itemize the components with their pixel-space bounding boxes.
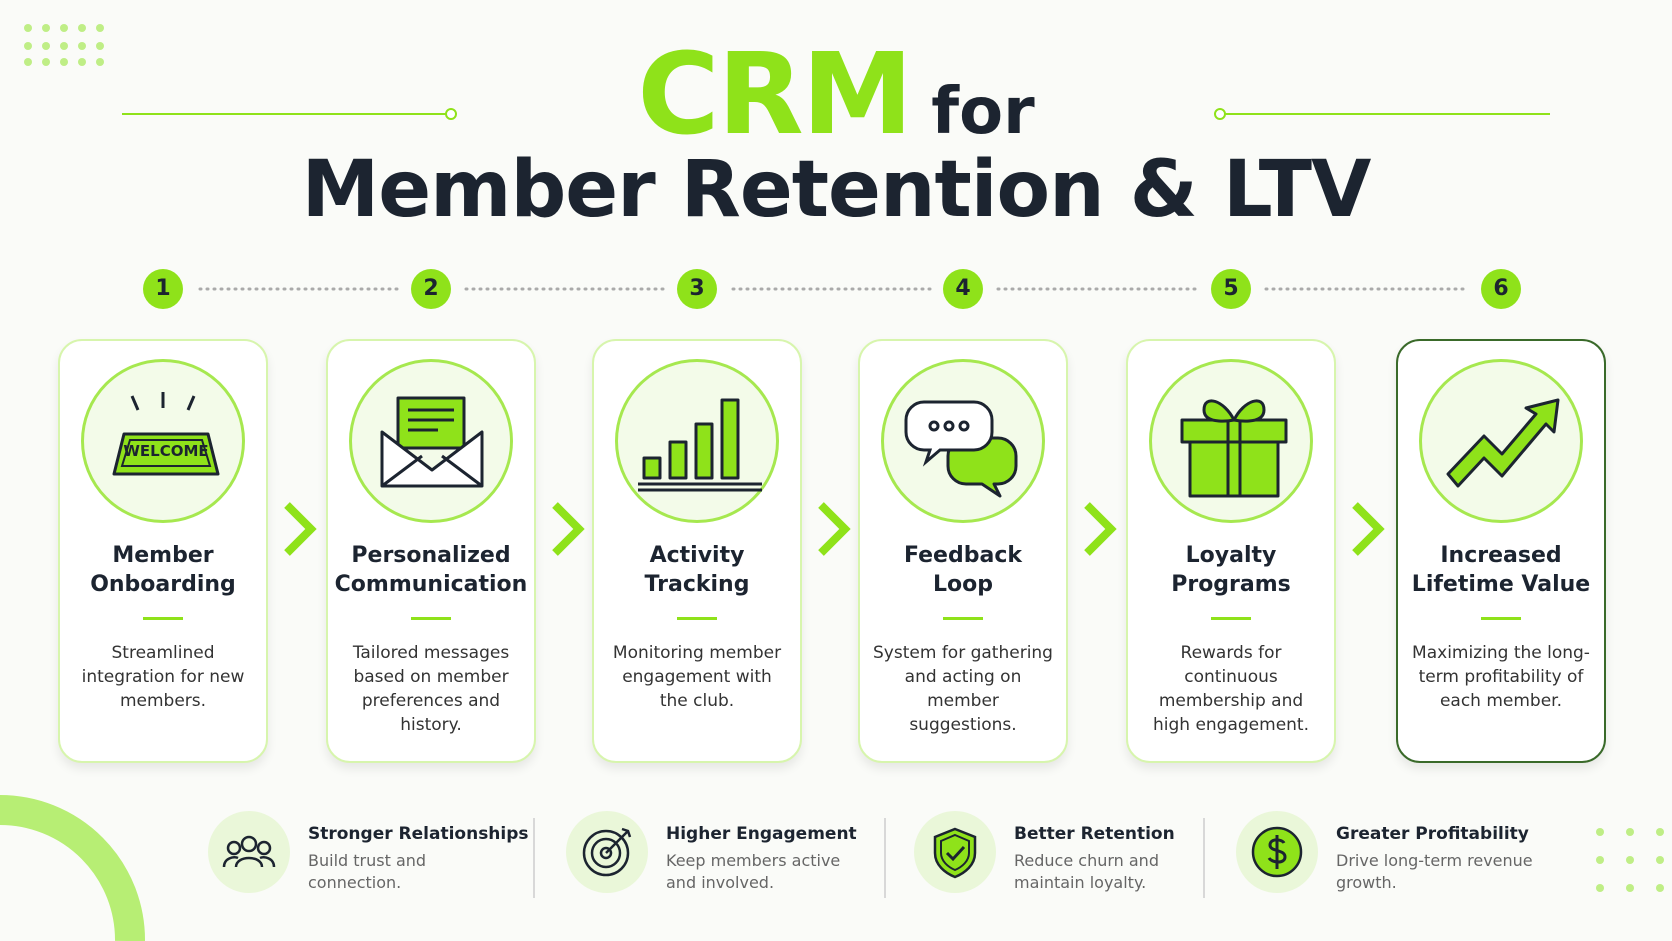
benefit: Higher Engagement Keep members active and…: [666, 824, 866, 894]
icon-circle: [1419, 359, 1583, 523]
step-title: Feedback Loop: [860, 541, 1066, 599]
icon: WELCOME: [112, 392, 220, 476]
chevron: [1081, 501, 1117, 557]
step-card: Activity Tracking Monitoring member engage…: [592, 339, 802, 763]
icon: [380, 396, 484, 488]
underline: [1211, 617, 1251, 620]
step-title-line: Loyalty: [1185, 543, 1277, 568]
step-description: Rewards for continuous membership and hi…: [1152, 643, 1310, 735]
step-title-line: Loop: [933, 572, 993, 597]
chevron: [815, 501, 851, 557]
icon: [638, 398, 762, 492]
step-title: Increased Lifetime Value: [1398, 541, 1604, 599]
chevron: [549, 501, 585, 557]
benefit-description: Keep members active and involved.: [666, 851, 841, 892]
icon-circle: [1149, 359, 1313, 523]
step-title-line: Member: [112, 543, 214, 568]
benefit-icon: [566, 811, 648, 893]
step-title: Loyalty Programs: [1128, 541, 1334, 599]
title-connector: for: [931, 75, 1035, 149]
benefit-icon: [208, 811, 290, 893]
step-card: Feedback Loop System for gathering and act…: [858, 339, 1068, 763]
step-description: System for gathering and acting on membe…: [873, 643, 1053, 735]
step-title-line: Feedback: [904, 543, 1022, 568]
title-highlight: CRM: [637, 30, 913, 160]
step-number: 2: [411, 269, 451, 309]
step-title-line: Onboarding: [90, 572, 236, 597]
step-number: 6: [1481, 269, 1521, 309]
icon: [1180, 399, 1288, 498]
step-title-line: Programs: [1171, 572, 1291, 597]
underline: [411, 617, 451, 620]
benefit: Greater Profitability Drive long-term rev…: [1336, 824, 1536, 894]
underline: [143, 617, 183, 620]
step-card: WELCOME Member Onboarding Streamlined integ…: [58, 339, 268, 763]
benefit-title: Higher Engagement: [666, 824, 857, 844]
icon: [1446, 398, 1560, 488]
title: CRM for: [0, 30, 1672, 160]
step-title: Activity Tracking: [594, 541, 800, 599]
step-title-line: Personalized: [351, 543, 511, 568]
step-card: Increased Lifetime Value Maximizing the lo…: [1396, 339, 1606, 763]
step-number: 5: [1211, 269, 1251, 309]
step-card: Loyalty Programs Rewards for continuous me…: [1126, 339, 1336, 763]
icon-circle: [349, 359, 513, 523]
icon-text: WELCOME: [123, 442, 208, 460]
chevron: [1349, 501, 1385, 557]
benefit-title: Stronger Relationships: [308, 824, 529, 844]
step-number: 4: [943, 269, 983, 309]
icon: [904, 400, 1018, 498]
step-description: Tailored messages based on member prefer…: [352, 643, 510, 735]
chevron: [281, 501, 317, 557]
step-title: Personalized Communication: [328, 541, 534, 599]
benefit: Stronger Relationships Build trust and co…: [308, 824, 529, 894]
benefit-description: Build trust and connection.: [308, 851, 427, 892]
step-title-line: Tracking: [644, 572, 750, 597]
benefit: Better Retention Reduce churn and maintai…: [1014, 824, 1214, 894]
benefit-title: Better Retention: [1014, 824, 1175, 844]
step-title-line: Lifetime Value: [1411, 572, 1591, 597]
step-number: 1: [143, 269, 183, 309]
benefit-icon: [1236, 811, 1318, 893]
benefit-description: Drive long-term revenue growth.: [1336, 851, 1533, 892]
step-description: Streamlined integration for new members.: [81, 643, 245, 711]
step-title-line: Communication: [334, 572, 528, 597]
subtitle: Member Retention & LTV: [301, 145, 1372, 235]
icon-circle: WELCOME: [81, 359, 245, 523]
benefit-title: Greater Profitability: [1336, 824, 1529, 844]
benefit-icon: [914, 811, 996, 893]
step-number: 3: [677, 269, 717, 309]
icon-circle: [881, 359, 1045, 523]
underline: [677, 617, 717, 620]
underline: [1481, 617, 1521, 620]
step-title-line: Increased: [1440, 543, 1562, 568]
step-description: Maximizing the long-term profitability o…: [1412, 643, 1590, 711]
underline: [943, 617, 983, 620]
step-title: Member Onboarding: [60, 541, 266, 599]
step-description: Monitoring member engagement with the cl…: [612, 643, 782, 711]
icon-circle: [615, 359, 779, 523]
step-card: Personalized Communication Tailored messag…: [326, 339, 536, 763]
step-title-line: Activity: [649, 543, 745, 568]
benefit-description: Reduce churn and maintain loyalty.: [1014, 851, 1159, 892]
